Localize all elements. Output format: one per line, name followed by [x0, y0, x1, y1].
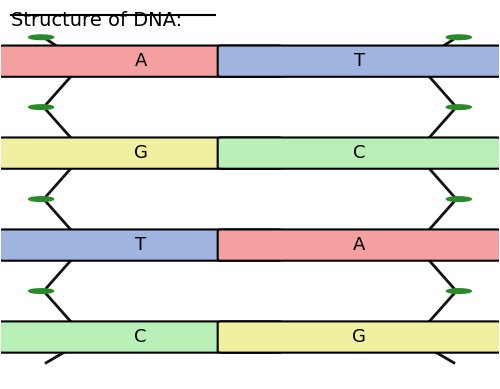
Circle shape	[446, 105, 471, 109]
Text: G: G	[134, 144, 147, 162]
Circle shape	[446, 289, 471, 293]
Text: A: A	[353, 236, 366, 254]
FancyBboxPatch shape	[0, 46, 282, 77]
Text: C: C	[353, 144, 366, 162]
Polygon shape	[50, 145, 131, 159]
Polygon shape	[369, 331, 450, 345]
FancyBboxPatch shape	[0, 137, 282, 169]
Circle shape	[446, 35, 471, 40]
FancyBboxPatch shape	[218, 137, 500, 169]
FancyBboxPatch shape	[0, 230, 282, 261]
Polygon shape	[369, 239, 450, 253]
Circle shape	[28, 35, 54, 40]
Circle shape	[446, 197, 471, 202]
FancyBboxPatch shape	[218, 230, 500, 261]
Text: A: A	[134, 52, 147, 70]
FancyBboxPatch shape	[0, 321, 282, 353]
FancyBboxPatch shape	[218, 321, 500, 353]
Polygon shape	[369, 147, 450, 161]
Text: T: T	[354, 52, 365, 70]
Text: G: G	[352, 328, 366, 346]
FancyBboxPatch shape	[218, 46, 500, 77]
Circle shape	[28, 197, 54, 202]
Circle shape	[28, 289, 54, 293]
Text: Structure of DNA:: Structure of DNA:	[12, 11, 182, 30]
Text: C: C	[134, 328, 147, 346]
Polygon shape	[50, 237, 131, 251]
Polygon shape	[50, 53, 131, 67]
Polygon shape	[369, 55, 450, 69]
Polygon shape	[50, 329, 131, 343]
Text: T: T	[135, 236, 146, 254]
Circle shape	[28, 105, 54, 109]
